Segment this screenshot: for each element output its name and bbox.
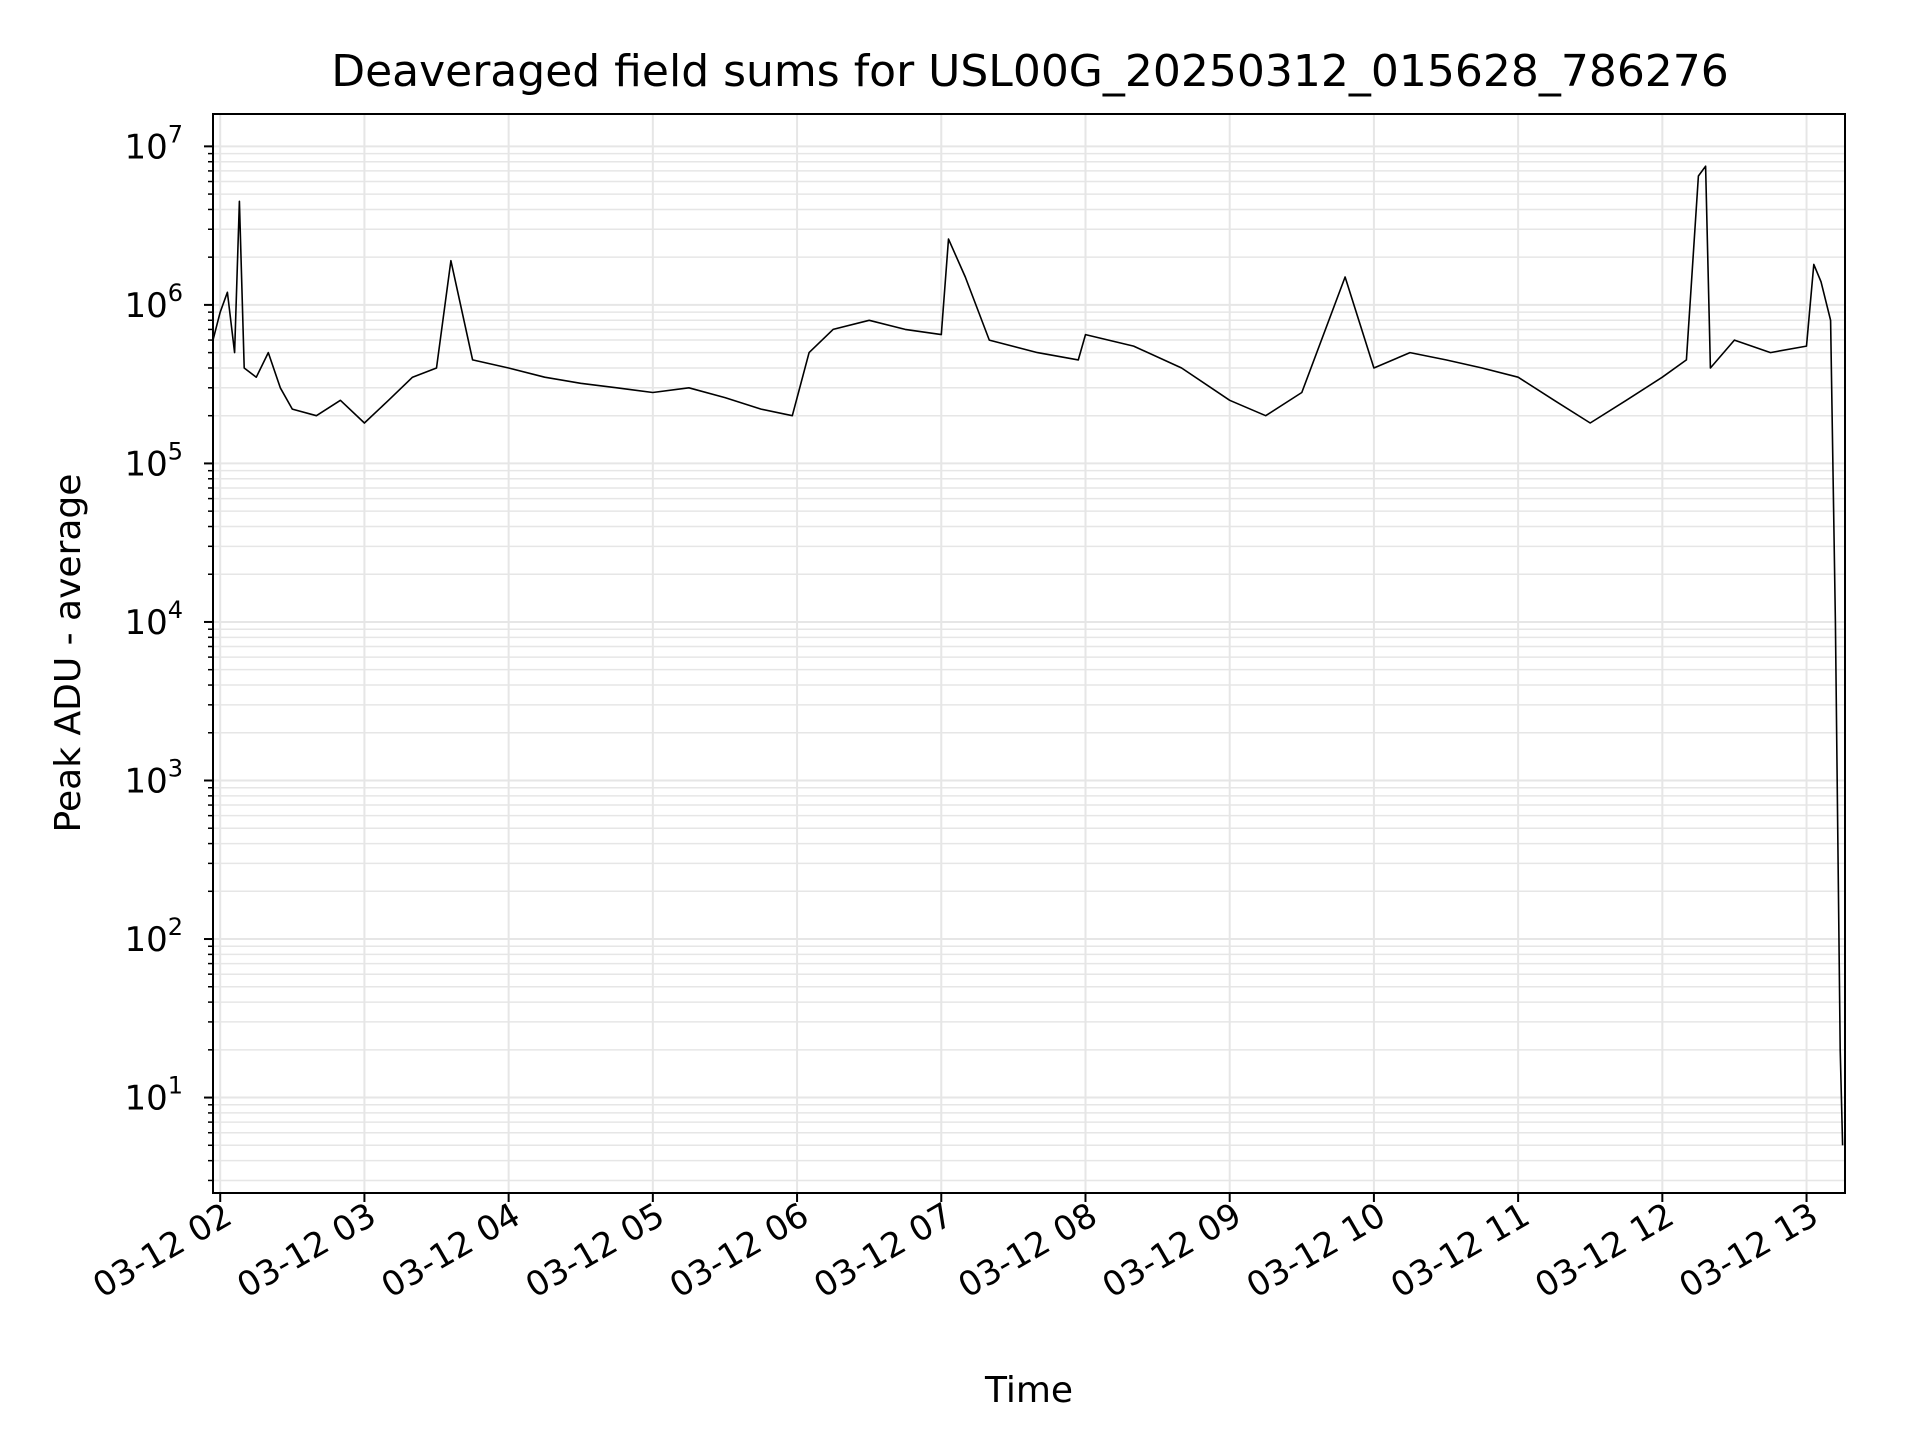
x-axis-label: Time [984,1370,1073,1411]
y-tick-label: 105 [124,437,183,484]
y-tick-label: 106 [124,279,183,326]
plot-frame [212,113,1846,1194]
y-tick-label: 104 [124,596,183,643]
y-axis: 101 102 103 104 105 106 107 [124,120,213,1182]
series-layer [212,165,1844,1146]
y-tick-label: 101 [124,1072,183,1119]
y-tick-label: 102 [124,913,183,960]
y-axis-label: Peak ADU - average [48,474,89,833]
grid [213,114,1845,1193]
chart-title: Deaveraged field sums for USL00G_2025031… [331,46,1729,97]
y-tick-label: 103 [124,754,183,801]
y-tick-label: 107 [124,120,183,167]
series-line [212,165,1844,1146]
